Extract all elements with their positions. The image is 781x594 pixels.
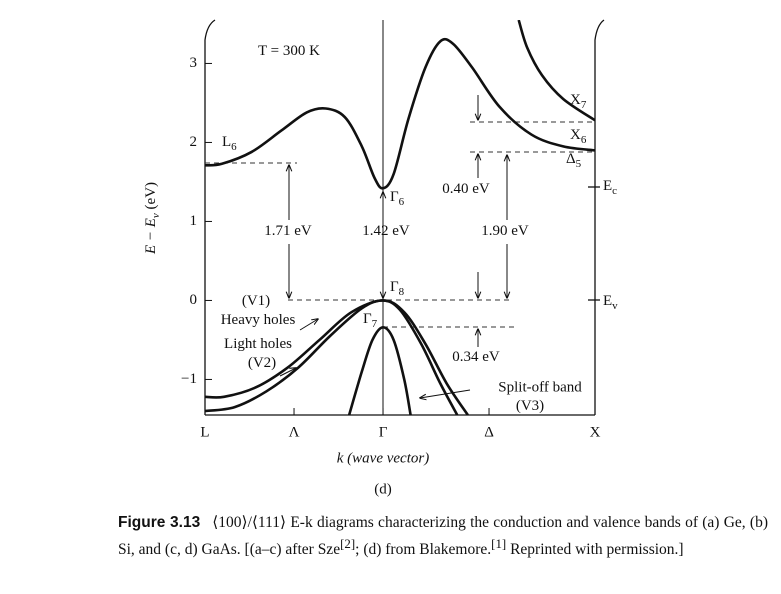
band-curve	[205, 299, 459, 415]
annotation: 0.40 eV	[442, 181, 490, 197]
annotation: 0.34 eV	[452, 349, 500, 365]
x-tick-label: Δ	[484, 424, 494, 440]
band-curve	[205, 37, 595, 190]
caption-label: Figure 3.13	[118, 514, 201, 531]
annotation-text: (V2)	[248, 355, 276, 371]
x-tick-label: Γ	[379, 424, 388, 440]
annotation-sub: c	[612, 185, 617, 197]
annotation-text: Γ	[390, 279, 399, 295]
annotation-text: Heavy holes	[221, 312, 296, 328]
annotation: Γ7	[363, 311, 378, 329]
annotation: 1.90 eV	[481, 223, 529, 239]
annotation: (V1)	[242, 293, 270, 309]
annotation-sub: 6	[231, 141, 237, 153]
annotation: L6	[222, 134, 237, 152]
annotation: Γ6	[390, 189, 405, 207]
annotation: T = 300 K	[258, 43, 320, 59]
caption: Figure 3.13 ⟨100⟩/⟨111⟩ E-k diagrams char…	[118, 512, 768, 560]
x-tick-label: Λ	[289, 424, 300, 440]
panel-label: (d)	[374, 481, 392, 497]
annotation: X6	[570, 127, 587, 145]
annotation-text: 1.42 eV	[362, 223, 410, 239]
annotation-sub: 5	[576, 158, 582, 170]
annotation-text: Light holes	[224, 336, 292, 352]
annotation-sub: 7	[581, 99, 587, 111]
left-axis	[204, 19, 216, 415]
annotation: 1.42 eV	[362, 223, 410, 239]
annotation-text: E	[603, 293, 612, 309]
right-axis	[594, 19, 605, 415]
band-curve	[347, 326, 412, 415]
band-curve	[517, 20, 595, 122]
annotation-sub: 7	[372, 318, 378, 330]
annotation-text: Δ	[566, 151, 576, 167]
caption-text: Reprinted with permission.]	[506, 541, 684, 559]
annotation-text: T = 300 K	[258, 43, 320, 59]
series-label: Split-off band	[498, 379, 582, 395]
caption-ref: [1]	[491, 536, 507, 551]
caption-text: ⟨100⟩/⟨111⟩ E-k diagrams characterizing …	[118, 514, 768, 559]
annotation-text: 0.34 eV	[452, 349, 500, 365]
annotation: (V3)	[516, 398, 544, 414]
annotation: Ev	[603, 293, 618, 311]
x-tick-label: L	[200, 424, 209, 440]
annotation-text: 1.71 eV	[264, 223, 312, 239]
annotation: 1.71 eV	[264, 223, 312, 239]
y-tick-label: 0	[190, 292, 198, 308]
annotation: Γ8	[390, 279, 405, 297]
y-tick-label: 1	[190, 213, 198, 229]
annotation-text: X	[570, 127, 581, 143]
y-tick-label: 3	[190, 55, 198, 71]
arrow	[279, 368, 296, 377]
arrows	[279, 95, 507, 398]
y-axis-label: E − Ev (eV)	[143, 182, 161, 255]
annotation-text: (V3)	[516, 398, 544, 414]
annotation: X7	[570, 92, 587, 110]
annotation: (V2)	[248, 355, 276, 371]
y-tick-label: −1	[181, 371, 197, 387]
annotation: Δ5	[566, 151, 582, 169]
arrow	[299, 319, 318, 331]
plot-frame	[204, 19, 605, 416]
annotation-text: X	[570, 92, 581, 108]
annotation-text: L	[222, 134, 231, 150]
figure: k (wave vector) (d) E − Ev (eV) −1 0 1 2 3 L Λ…	[143, 19, 618, 497]
annotation-text: 1.90 eV	[481, 223, 529, 239]
annotation-sub: 6	[581, 134, 587, 146]
band-curve	[205, 299, 469, 415]
annotation-sub: 8	[399, 286, 405, 298]
annotation-text: (V1)	[242, 293, 270, 309]
caption-text: ; (d) from Blakemore.	[355, 541, 492, 559]
annotation-text: Γ	[363, 311, 372, 327]
annotation-text: 0.40 eV	[442, 181, 490, 197]
annotation: Ec	[603, 178, 617, 196]
dashed-levels	[205, 121, 595, 328]
caption-ref: [2]	[340, 536, 356, 551]
y-tick-label: 2	[190, 134, 198, 150]
annotation-sub: 6	[399, 196, 405, 208]
annotation-text: E	[603, 178, 612, 194]
annotation: Light holes	[224, 336, 292, 352]
annotation-sub: v	[612, 300, 618, 312]
annotation: Heavy holes	[221, 312, 296, 328]
x-axis-label: k (wave vector)	[337, 450, 429, 466]
annotation-text: Γ	[390, 189, 399, 205]
x-tick-label: X	[590, 424, 601, 440]
